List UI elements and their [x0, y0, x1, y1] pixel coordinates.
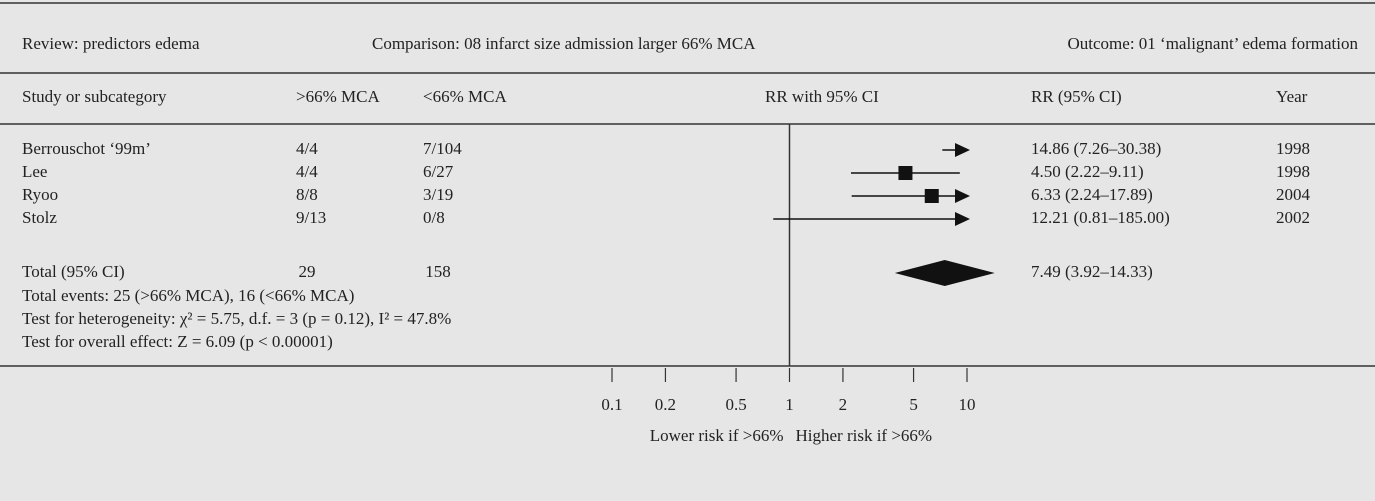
cell: 7/104 — [423, 139, 462, 158]
x-tick-label: 2 — [839, 395, 848, 414]
cell: 3/19 — [423, 185, 453, 204]
column-header: >66% MCA — [296, 87, 380, 106]
cell: Berrouschot ‘99m’ — [22, 139, 151, 158]
footnote: Test for heterogeneity: χ² = 5.75, d.f. … — [22, 309, 451, 328]
column-header: Study or subcategory — [22, 87, 167, 106]
cell: 6.33 (2.24–17.89) — [1031, 185, 1153, 204]
cell: 4/4 — [296, 162, 318, 181]
cell: 6/27 — [423, 162, 454, 181]
footnote: Test for overall effect: Z = 6.09 (p < 0… — [22, 332, 333, 351]
cell: 9/13 — [296, 208, 326, 227]
pooled-diamond — [894, 260, 995, 286]
outcome: Outcome: 01 ‘malignant’ edema formation — [1068, 34, 1359, 53]
cell: 158 — [425, 262, 451, 281]
comparison: Comparison: 08 infarct size admission la… — [372, 34, 756, 53]
cell: Total (95% CI) — [22, 262, 125, 281]
axis-label: Lower risk if >66% — [650, 426, 784, 445]
cell: 7.49 (3.92–14.33) — [1031, 262, 1153, 281]
column-header: RR with 95% CI — [765, 87, 879, 106]
x-tick-label: 0.2 — [655, 395, 676, 414]
x-tick-label: 10 — [959, 395, 976, 414]
footnote: Total events: 25 (>66% MCA), 16 (<66% MC… — [22, 286, 354, 305]
cell: Lee — [22, 162, 47, 181]
cell: 4/4 — [296, 139, 318, 158]
review: Review: predictors edema — [22, 34, 200, 53]
ci-arrow — [955, 189, 970, 203]
cell: 1998 — [1276, 162, 1310, 181]
ci-arrow — [955, 212, 970, 226]
cell: Stolz — [22, 208, 57, 227]
cell: 1998 — [1276, 139, 1310, 158]
point-estimate — [898, 166, 913, 180]
column-header: Year — [1276, 87, 1308, 106]
cell: 2004 — [1276, 185, 1311, 204]
cell: 4.50 (2.22–9.11) — [1031, 162, 1144, 181]
cell: 14.86 (7.26–30.38) — [1031, 139, 1161, 158]
axis-label: Higher risk if >66% — [796, 426, 933, 445]
cell: Ryoo — [22, 185, 58, 204]
ci-arrow — [955, 143, 970, 157]
x-tick-label: 1 — [785, 395, 794, 414]
x-tick-label: 0.1 — [601, 395, 622, 414]
cell: 8/8 — [296, 185, 318, 204]
cell: 2002 — [1276, 208, 1310, 227]
x-tick-label: 5 — [909, 395, 918, 414]
cell: 12.21 (0.81–185.00) — [1031, 208, 1170, 227]
point-estimate — [924, 189, 939, 203]
x-tick-label: 0.5 — [725, 395, 746, 414]
cell: 29 — [299, 262, 316, 281]
column-header: RR (95% CI) — [1031, 87, 1122, 106]
cell: 0/8 — [423, 208, 445, 227]
column-header: <66% MCA — [423, 87, 507, 106]
